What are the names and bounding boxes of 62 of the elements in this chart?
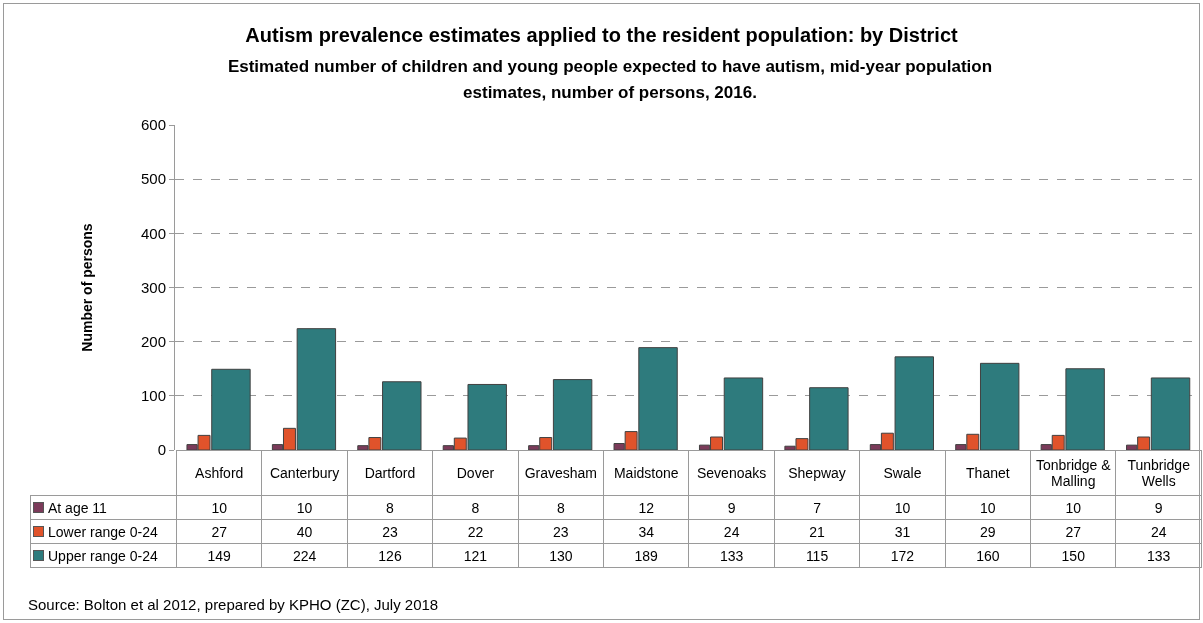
x-tick-label: Tonbridge & Malling: [1030, 450, 1116, 496]
data-label: 8: [432, 495, 519, 520]
data-label: 224: [261, 543, 348, 568]
data-label: 7: [774, 495, 860, 520]
y-tick-label: 0: [157, 441, 166, 459]
data-label: 24: [688, 519, 775, 544]
data-label: 149: [176, 543, 262, 568]
chart-title: Autism prevalence estimates applied to the resident population: by District: [244, 24, 959, 47]
data-label: 10: [945, 495, 1031, 520]
data-label: 9: [688, 495, 775, 520]
data-label: 126: [347, 543, 433, 568]
chart-subtitle: Estimated number of children and young people expected to have autism, mid-year population estimates, number of persons, 2016.: [226, 56, 994, 104]
data-label: 34: [603, 519, 689, 544]
x-tick-label: Tunbridge Wells: [1115, 450, 1202, 496]
legend-label: Lower range 0-24: [30, 519, 177, 544]
data-label: 27: [1030, 519, 1116, 544]
y-axis-title: Number of persons: [78, 223, 95, 352]
data-label: 23: [347, 519, 433, 544]
x-tick-label: Shepway: [774, 450, 860, 496]
legend-label: At age 11: [30, 495, 177, 520]
data-label: 10: [261, 495, 348, 520]
data-label: 10: [859, 495, 946, 520]
x-tick-label: Dover: [432, 450, 519, 496]
data-label: 29: [945, 519, 1031, 544]
x-tick-label: Canterbury: [261, 450, 348, 496]
data-label: 10: [1030, 495, 1116, 520]
x-tick-label: Thanet: [945, 450, 1031, 496]
data-label: 40: [261, 519, 348, 544]
data-label: 22: [432, 519, 519, 544]
y-tick-label: 200: [140, 332, 166, 350]
x-tick-label: Sevenoaks: [688, 450, 775, 496]
x-tick-label: Maidstone: [603, 450, 689, 496]
data-label: 31: [859, 519, 946, 544]
data-label: 121: [432, 543, 519, 568]
y-tick-label: 100: [140, 387, 166, 405]
x-tick-label: Gravesham: [518, 450, 604, 496]
data-label: 150: [1030, 543, 1116, 568]
data-label: 21: [774, 519, 860, 544]
y-tick-label: 400: [140, 224, 166, 242]
y-tick-label: 300: [140, 278, 166, 296]
source-note: Source: Bolton et al 2012, prepared by KPHO (ZC), July 2018: [28, 596, 439, 613]
data-label: 133: [1115, 543, 1202, 568]
x-tick-label: Swale: [859, 450, 946, 496]
data-label: 115: [774, 543, 860, 568]
y-tick-label: 600: [140, 116, 166, 134]
data-label: 12: [603, 495, 689, 520]
data-label: 172: [859, 543, 946, 568]
data-label: 189: [603, 543, 689, 568]
data-label: 9: [1115, 495, 1202, 520]
legend-label: Upper range 0-24: [30, 543, 177, 568]
data-label: 10: [176, 495, 262, 520]
data-label: 130: [518, 543, 604, 568]
data-label: 24: [1115, 519, 1202, 544]
data-label: 27: [176, 519, 262, 544]
data-label: 8: [518, 495, 604, 520]
data-label: 23: [518, 519, 604, 544]
data-label: 133: [688, 543, 775, 568]
data-label: 8: [347, 495, 433, 520]
x-tick-label: Ashford: [176, 450, 262, 496]
x-tick-label: Dartford: [347, 450, 433, 496]
y-tick-label: 500: [140, 170, 166, 188]
data-label: 160: [945, 543, 1031, 568]
